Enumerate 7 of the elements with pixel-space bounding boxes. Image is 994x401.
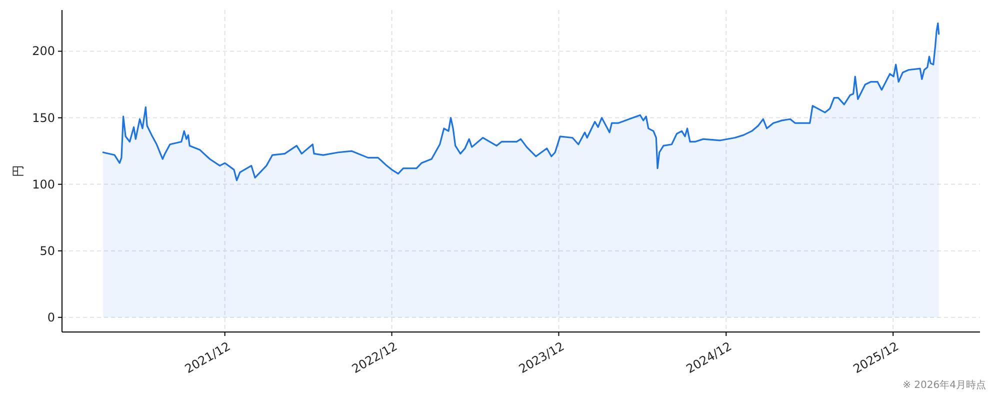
y-axis-title: 円 [11, 165, 25, 177]
y-tick-label: 0 [47, 310, 55, 324]
text: ※ 2026年4月時点 [902, 379, 986, 391]
y-tick-label: 50 [40, 244, 55, 258]
y-tick-label: 100 [32, 177, 55, 192]
y-tick-label: 200 [32, 44, 55, 58]
y-tick-label: 150 [32, 110, 55, 125]
